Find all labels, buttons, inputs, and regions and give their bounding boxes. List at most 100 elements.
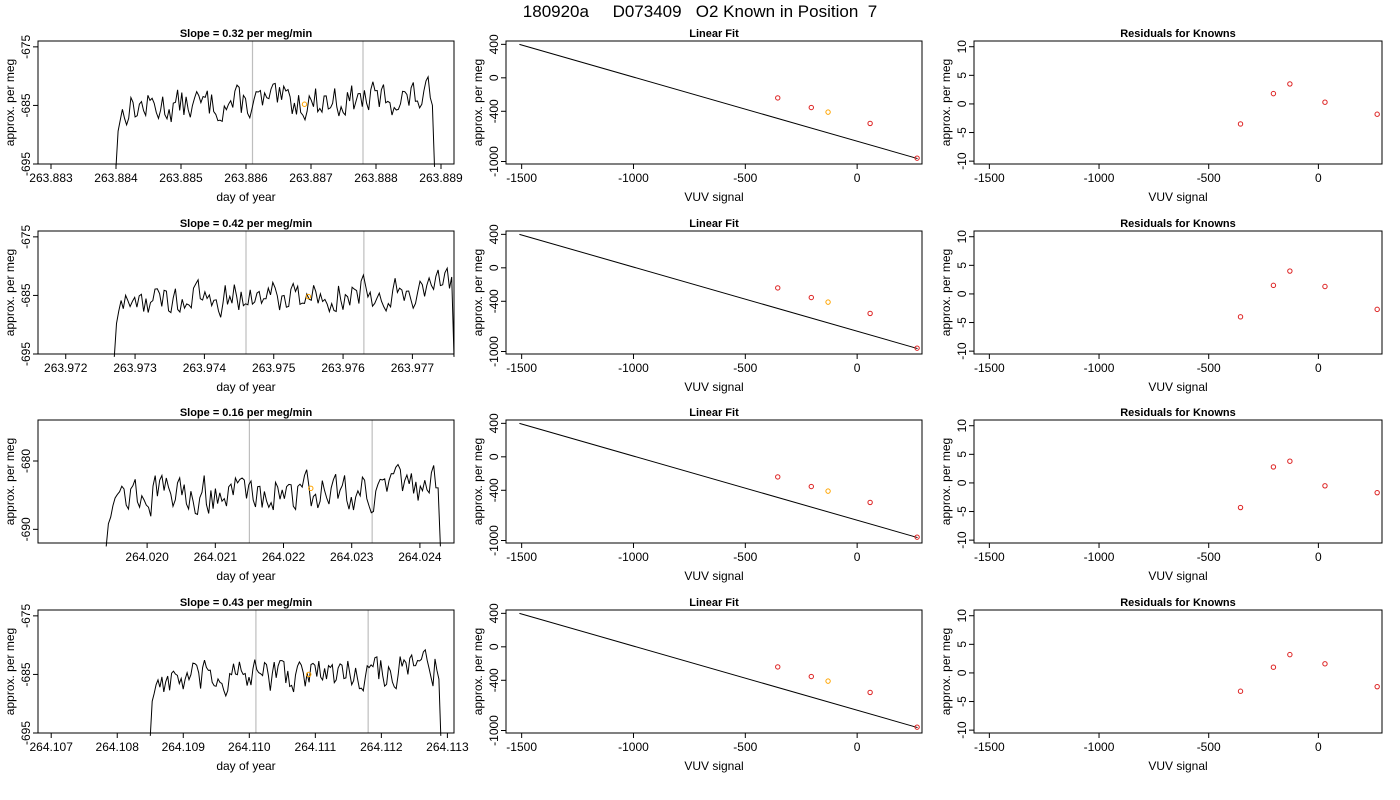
x-axis-label: day of year: [216, 190, 275, 204]
y-tick-label: -695: [19, 721, 33, 745]
chart-panel-timeseries-2: Slope = 0.42 per meg/min 263.972 263.973 26…: [3, 218, 455, 394]
x-tick-label: -1000: [1084, 550, 1115, 564]
plot-frame: [973, 230, 1383, 355]
highlight-point: [301, 101, 308, 107]
y-tick-label: 5: [955, 451, 969, 458]
chart-title: Slope = 0.43 per meg/min: [180, 597, 313, 609]
highlight-point: [305, 293, 312, 300]
chart-panel-residuals-1: Residuals for Knowns -1500 -1000 -500 0 10 5 0 -…: [939, 28, 1383, 204]
x-tick-label: 263.976: [321, 361, 365, 375]
chart-panel-residuals-3: Residuals for Knowns -1500 -1000 -500 0 10 5 0 -…: [939, 407, 1383, 583]
y-tick-label: 400: [487, 224, 501, 244]
data-point: [825, 678, 831, 684]
x-tick-label: -1500: [974, 550, 1005, 564]
data-point: [825, 299, 831, 305]
plot-frame: [37, 230, 455, 355]
x-axis-label: VUV signal: [1148, 380, 1207, 394]
x-tick-label: 263.975: [252, 361, 296, 375]
residual-point: [1237, 314, 1244, 320]
residual-point: [1237, 504, 1244, 511]
y-tick-label: -695: [19, 152, 33, 176]
data-point: [867, 310, 873, 317]
data-point: [808, 104, 814, 111]
y-tick-label: -675: [19, 225, 33, 249]
chart-panel-residuals-2: Residuals for Knowns -1500 -1000 -500 0 10 5 0 -…: [939, 218, 1383, 394]
x-tick-label: 264.107: [30, 740, 74, 754]
chart-title: Linear Fit: [689, 407, 739, 419]
x-tick-label: -1000: [618, 171, 649, 185]
residual-point: [1287, 81, 1293, 87]
x-axis-label: day of year: [216, 380, 275, 394]
y-axis-label: approx. per meg: [3, 628, 17, 715]
data-point: [867, 689, 873, 696]
chart-title: Slope = 0.32 per meg/min: [180, 28, 313, 40]
x-tick-label: 264.113: [426, 740, 469, 754]
x-tick-label: 0: [854, 361, 861, 375]
x-tick-label: -1500: [506, 550, 537, 564]
data-point: [914, 155, 920, 161]
y-tick-label: -10: [955, 531, 969, 549]
x-tick-label: -1000: [618, 361, 649, 375]
x-tick-label: -1500: [506, 361, 537, 375]
data-point: [825, 109, 831, 115]
x-axis-label: VUV signal: [684, 569, 743, 583]
y-tick-label: -10: [955, 152, 969, 170]
plot-frame: [37, 40, 455, 165]
y-tick-label: 0: [955, 100, 969, 107]
chart-title: Linear Fit: [689, 218, 739, 230]
residual-point: [1374, 489, 1380, 496]
y-axis-label: approx. per meg: [471, 438, 485, 525]
data-trace: [113, 266, 455, 357]
y-tick-label: 0: [955, 479, 969, 486]
chart-title: Slope = 0.16 per meg/min: [180, 407, 313, 419]
y-tick-label: -685: [19, 93, 33, 117]
x-tick-label: -500: [733, 361, 757, 375]
data-point: [914, 534, 920, 540]
y-tick-label: -685: [19, 283, 33, 307]
residual-point: [1270, 464, 1277, 470]
data-point: [825, 488, 831, 494]
x-tick-label: 263.972: [44, 361, 88, 375]
x-tick-label: -500: [1197, 361, 1221, 375]
figure-title: 180920a D073409 O2 Known in Position 7: [522, 2, 878, 21]
y-tick-label: 5: [955, 641, 969, 648]
residual-point: [1322, 99, 1328, 105]
y-tick-label: 0: [487, 453, 501, 460]
y-tick-label: 10: [955, 609, 969, 623]
y-axis-label: approx. per meg: [939, 628, 953, 715]
chart-title: Residuals for Knowns: [1120, 218, 1236, 230]
y-axis-label: approx. per meg: [471, 249, 485, 336]
y-tick-label: 400: [487, 34, 501, 54]
residual-point: [1322, 283, 1328, 290]
residual-point: [1287, 458, 1293, 464]
data-point: [775, 285, 781, 291]
y-tick-label: 400: [487, 413, 501, 433]
y-tick-label: -695: [19, 342, 33, 366]
data-point: [775, 664, 781, 670]
y-tick-label: 5: [955, 262, 969, 269]
x-axis-label: VUV signal: [684, 380, 743, 394]
y-tick-label: -5: [955, 506, 969, 517]
plot-frame: [973, 609, 1383, 734]
residual-point: [1287, 651, 1293, 658]
x-tick-label: 0: [1315, 550, 1322, 564]
residual-point: [1270, 90, 1277, 97]
x-tick-label: 263.974: [183, 361, 227, 375]
x-tick-label: -500: [1197, 550, 1221, 564]
x-tick-label: 263.885: [159, 171, 203, 185]
x-tick-label: 263.884: [94, 171, 138, 185]
x-tick-label: -500: [1197, 171, 1221, 185]
chart-panel-timeseries-4: Slope = 0.43 per meg/min 264.107 264.108 26…: [3, 597, 469, 773]
residual-point: [1374, 111, 1380, 117]
residual-point: [1322, 661, 1328, 667]
x-axis-label: VUV signal: [1148, 190, 1207, 204]
x-tick-label: 0: [1315, 361, 1322, 375]
x-tick-label: -1500: [974, 171, 1005, 185]
x-tick-label: 263.973: [113, 361, 157, 375]
chart-panel-linear_fit-4: Linear Fit -1500 -1000 -500 0 400 0 -400 -1000 VU…: [471, 597, 923, 773]
data-point: [808, 483, 814, 490]
x-tick-label: 264.024: [398, 550, 442, 564]
y-axis-label: approx. per meg: [471, 628, 485, 715]
fit-line: [519, 422, 918, 539]
y-tick-label: -5: [955, 696, 969, 707]
